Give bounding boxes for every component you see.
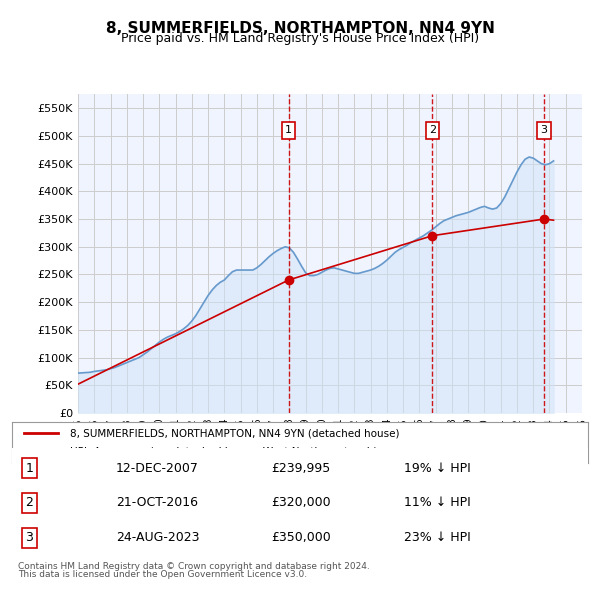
Text: £350,000: £350,000 <box>271 532 331 545</box>
Text: HPI: Average price, detached house, West Northamptonshire: HPI: Average price, detached house, West… <box>70 447 386 457</box>
Text: 2: 2 <box>25 496 33 510</box>
Text: Price paid vs. HM Land Registry's House Price Index (HPI): Price paid vs. HM Land Registry's House … <box>121 32 479 45</box>
Text: £320,000: £320,000 <box>271 496 331 510</box>
Text: 8, SUMMERFIELDS, NORTHAMPTON, NN4 9YN (detached house): 8, SUMMERFIELDS, NORTHAMPTON, NN4 9YN (d… <box>70 428 399 438</box>
Text: Contains HM Land Registry data © Crown copyright and database right 2024.: Contains HM Land Registry data © Crown c… <box>18 562 370 571</box>
Text: 19% ↓ HPI: 19% ↓ HPI <box>404 461 470 474</box>
Text: 12-DEC-2007: 12-DEC-2007 <box>116 461 199 474</box>
Text: 1: 1 <box>285 126 292 136</box>
Text: 3: 3 <box>25 532 33 545</box>
Text: 21-OCT-2016: 21-OCT-2016 <box>116 496 197 510</box>
Text: 1: 1 <box>25 461 33 474</box>
Text: 24-AUG-2023: 24-AUG-2023 <box>116 532 199 545</box>
Text: £239,995: £239,995 <box>271 461 331 474</box>
Text: 2: 2 <box>429 126 436 136</box>
Text: 11% ↓ HPI: 11% ↓ HPI <box>404 496 470 510</box>
Text: 3: 3 <box>540 126 547 136</box>
Text: 23% ↓ HPI: 23% ↓ HPI <box>404 532 470 545</box>
Text: This data is licensed under the Open Government Licence v3.0.: This data is licensed under the Open Gov… <box>18 571 307 579</box>
Text: 8, SUMMERFIELDS, NORTHAMPTON, NN4 9YN: 8, SUMMERFIELDS, NORTHAMPTON, NN4 9YN <box>106 21 494 35</box>
